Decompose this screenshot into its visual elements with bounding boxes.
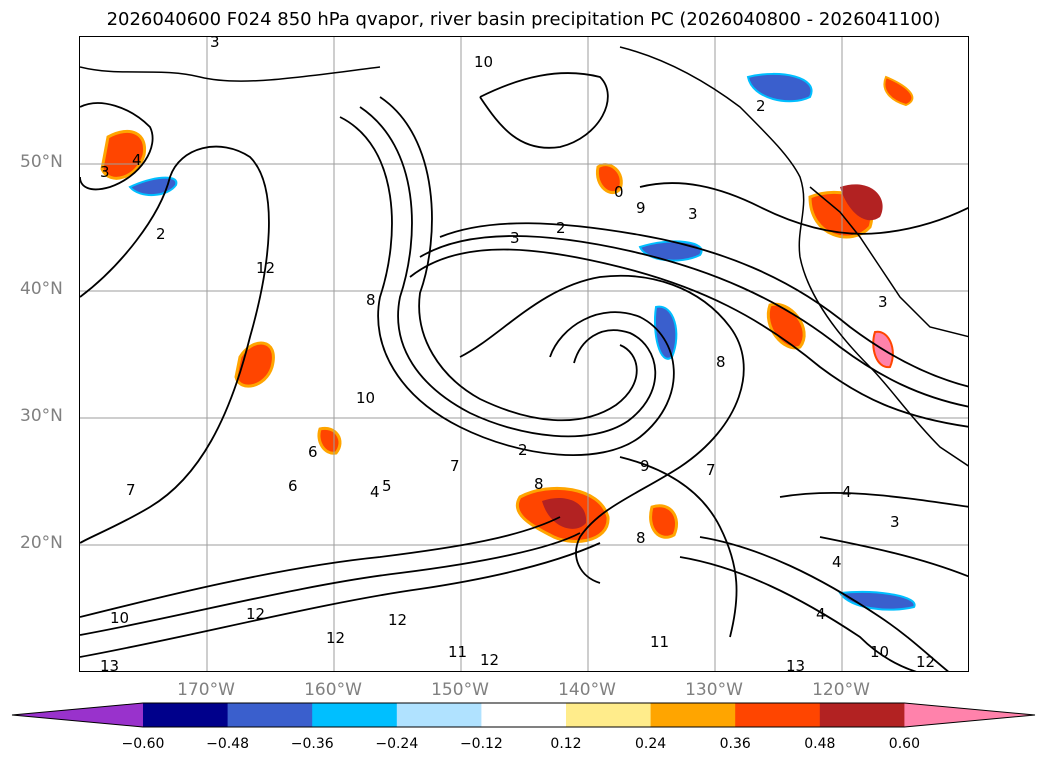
contour-label: 4 <box>816 605 826 623</box>
colorbar-tick-label: −0.60 <box>121 736 165 752</box>
contour-labels: 3 10 2 3 4 2 12 3 0 8 2 3 9 10 7 2 9 6 6… <box>100 37 935 672</box>
contour-label: 2 <box>556 219 566 237</box>
contour-label: 9 <box>636 199 646 217</box>
contour-label: 2 <box>756 97 766 115</box>
contour-label: 3 <box>510 229 520 247</box>
precip-positive <box>883 75 914 107</box>
colorbar-cell <box>650 703 736 727</box>
contour-label: 10 <box>474 53 493 71</box>
colorbar-tick-label: −0.12 <box>459 736 503 752</box>
contour-label: 2 <box>156 225 166 243</box>
colorbar-cell <box>819 703 905 727</box>
colorbar-tick-label: −0.24 <box>375 736 419 752</box>
lat-label-50n: 50°N <box>20 152 63 172</box>
lon-label-140w: 140°W <box>558 680 616 700</box>
lat-label-30n: 30°N <box>20 406 63 426</box>
contour-label: 8 <box>636 529 646 547</box>
colorbar-tick-label: 0.12 <box>550 736 582 752</box>
precip-positive <box>649 504 678 539</box>
contour-label: 10 <box>356 389 375 407</box>
contour-label: 4 <box>132 151 142 169</box>
precip-positive <box>542 497 587 529</box>
colorbar-outline <box>11 702 1036 728</box>
coastline <box>80 46 968 467</box>
precip-negative <box>128 176 178 196</box>
precip-positive <box>840 184 883 221</box>
colorbar <box>11 702 1036 728</box>
contour-label: 3 <box>210 37 220 51</box>
contour-label: 11 <box>650 633 669 651</box>
contour-label: 12 <box>326 629 345 647</box>
precip-negative <box>638 240 703 262</box>
contour-label: 10 <box>110 609 129 627</box>
lon-label-170w: 170°W <box>177 680 235 700</box>
colorbar-cell <box>566 703 652 727</box>
lon-label-160w: 160°W <box>304 680 362 700</box>
precip-positive <box>100 129 147 180</box>
gridlines <box>80 37 968 671</box>
contour-label: 3 <box>890 513 900 531</box>
precip-positive <box>595 163 623 195</box>
contour-label: 8 <box>716 353 726 371</box>
colorbar-cell <box>312 703 398 727</box>
colorbar-tick-label: 0.24 <box>635 736 667 752</box>
colorbar-tick-label: 0.48 <box>804 736 836 752</box>
contour-label: 3 <box>688 205 698 223</box>
contour-label: 10 <box>870 643 889 661</box>
contour-label: 0 <box>614 183 624 201</box>
contour-label: 2 <box>518 441 528 459</box>
lat-label-20n: 20°N <box>20 533 63 553</box>
contour-label: 13 <box>786 657 805 672</box>
precip-negative <box>746 73 813 103</box>
precip-negative <box>654 305 678 360</box>
contour-label: 4 <box>832 553 842 571</box>
lat-label-40n: 40°N <box>20 279 63 299</box>
qvapor-contours <box>80 72 968 671</box>
colorbar-cell <box>143 703 229 727</box>
precip-shading <box>100 73 916 611</box>
contour-label: 6 <box>308 443 318 461</box>
contour-label: 7 <box>126 481 136 499</box>
contour-label: 3 <box>878 293 888 311</box>
contour-label: 8 <box>534 475 544 493</box>
colorbar-cells <box>11 702 1036 728</box>
precip-negative <box>838 590 916 611</box>
colorbar-tick-label: 0.60 <box>888 736 920 752</box>
contour-label: 12 <box>480 651 499 669</box>
contour-label: 11 <box>448 643 467 661</box>
contour-label: 12 <box>916 653 935 671</box>
figure-title: 2026040600 F024 850 hPa qvapor, river ba… <box>106 9 941 30</box>
colorbar-tick-label: 0.36 <box>719 736 751 752</box>
contour-label: 13 <box>100 657 119 672</box>
lon-label-120w: 120°W <box>812 680 870 700</box>
lon-label-150w: 150°W <box>431 680 489 700</box>
contour-label: 12 <box>246 605 265 623</box>
precip-positive <box>317 426 342 455</box>
colorbar-cell <box>227 703 313 727</box>
colorbar-tick-label: −0.48 <box>206 736 250 752</box>
colorbar-extend-max <box>904 703 1035 727</box>
contour-label: 7 <box>706 461 716 479</box>
contour-label: 3 <box>100 163 110 181</box>
contour-label: 12 <box>388 611 407 629</box>
contour-label: 4 <box>370 483 380 501</box>
map-panel: 3 10 2 3 4 2 12 3 0 8 2 3 9 10 7 2 9 6 6… <box>79 36 969 672</box>
colorbar-extend-min <box>12 703 143 727</box>
colorbar-cell <box>396 703 482 727</box>
contour-label: 6 <box>288 477 298 495</box>
contour-label: 9 <box>640 457 650 475</box>
contour-label: 5 <box>382 477 392 495</box>
contour-label: 8 <box>366 291 376 309</box>
lon-label-130w: 130°W <box>685 680 743 700</box>
colorbar-cell <box>735 703 821 727</box>
colorbar-cell <box>481 703 567 727</box>
contour-label: 12 <box>256 259 275 277</box>
contour-label: 4 <box>842 483 852 501</box>
map-canvas: 3 10 2 3 4 2 12 3 0 8 2 3 9 10 7 2 9 6 6… <box>80 37 968 672</box>
contour-label: 7 <box>450 457 460 475</box>
colorbar-tick-label: −0.36 <box>290 736 334 752</box>
